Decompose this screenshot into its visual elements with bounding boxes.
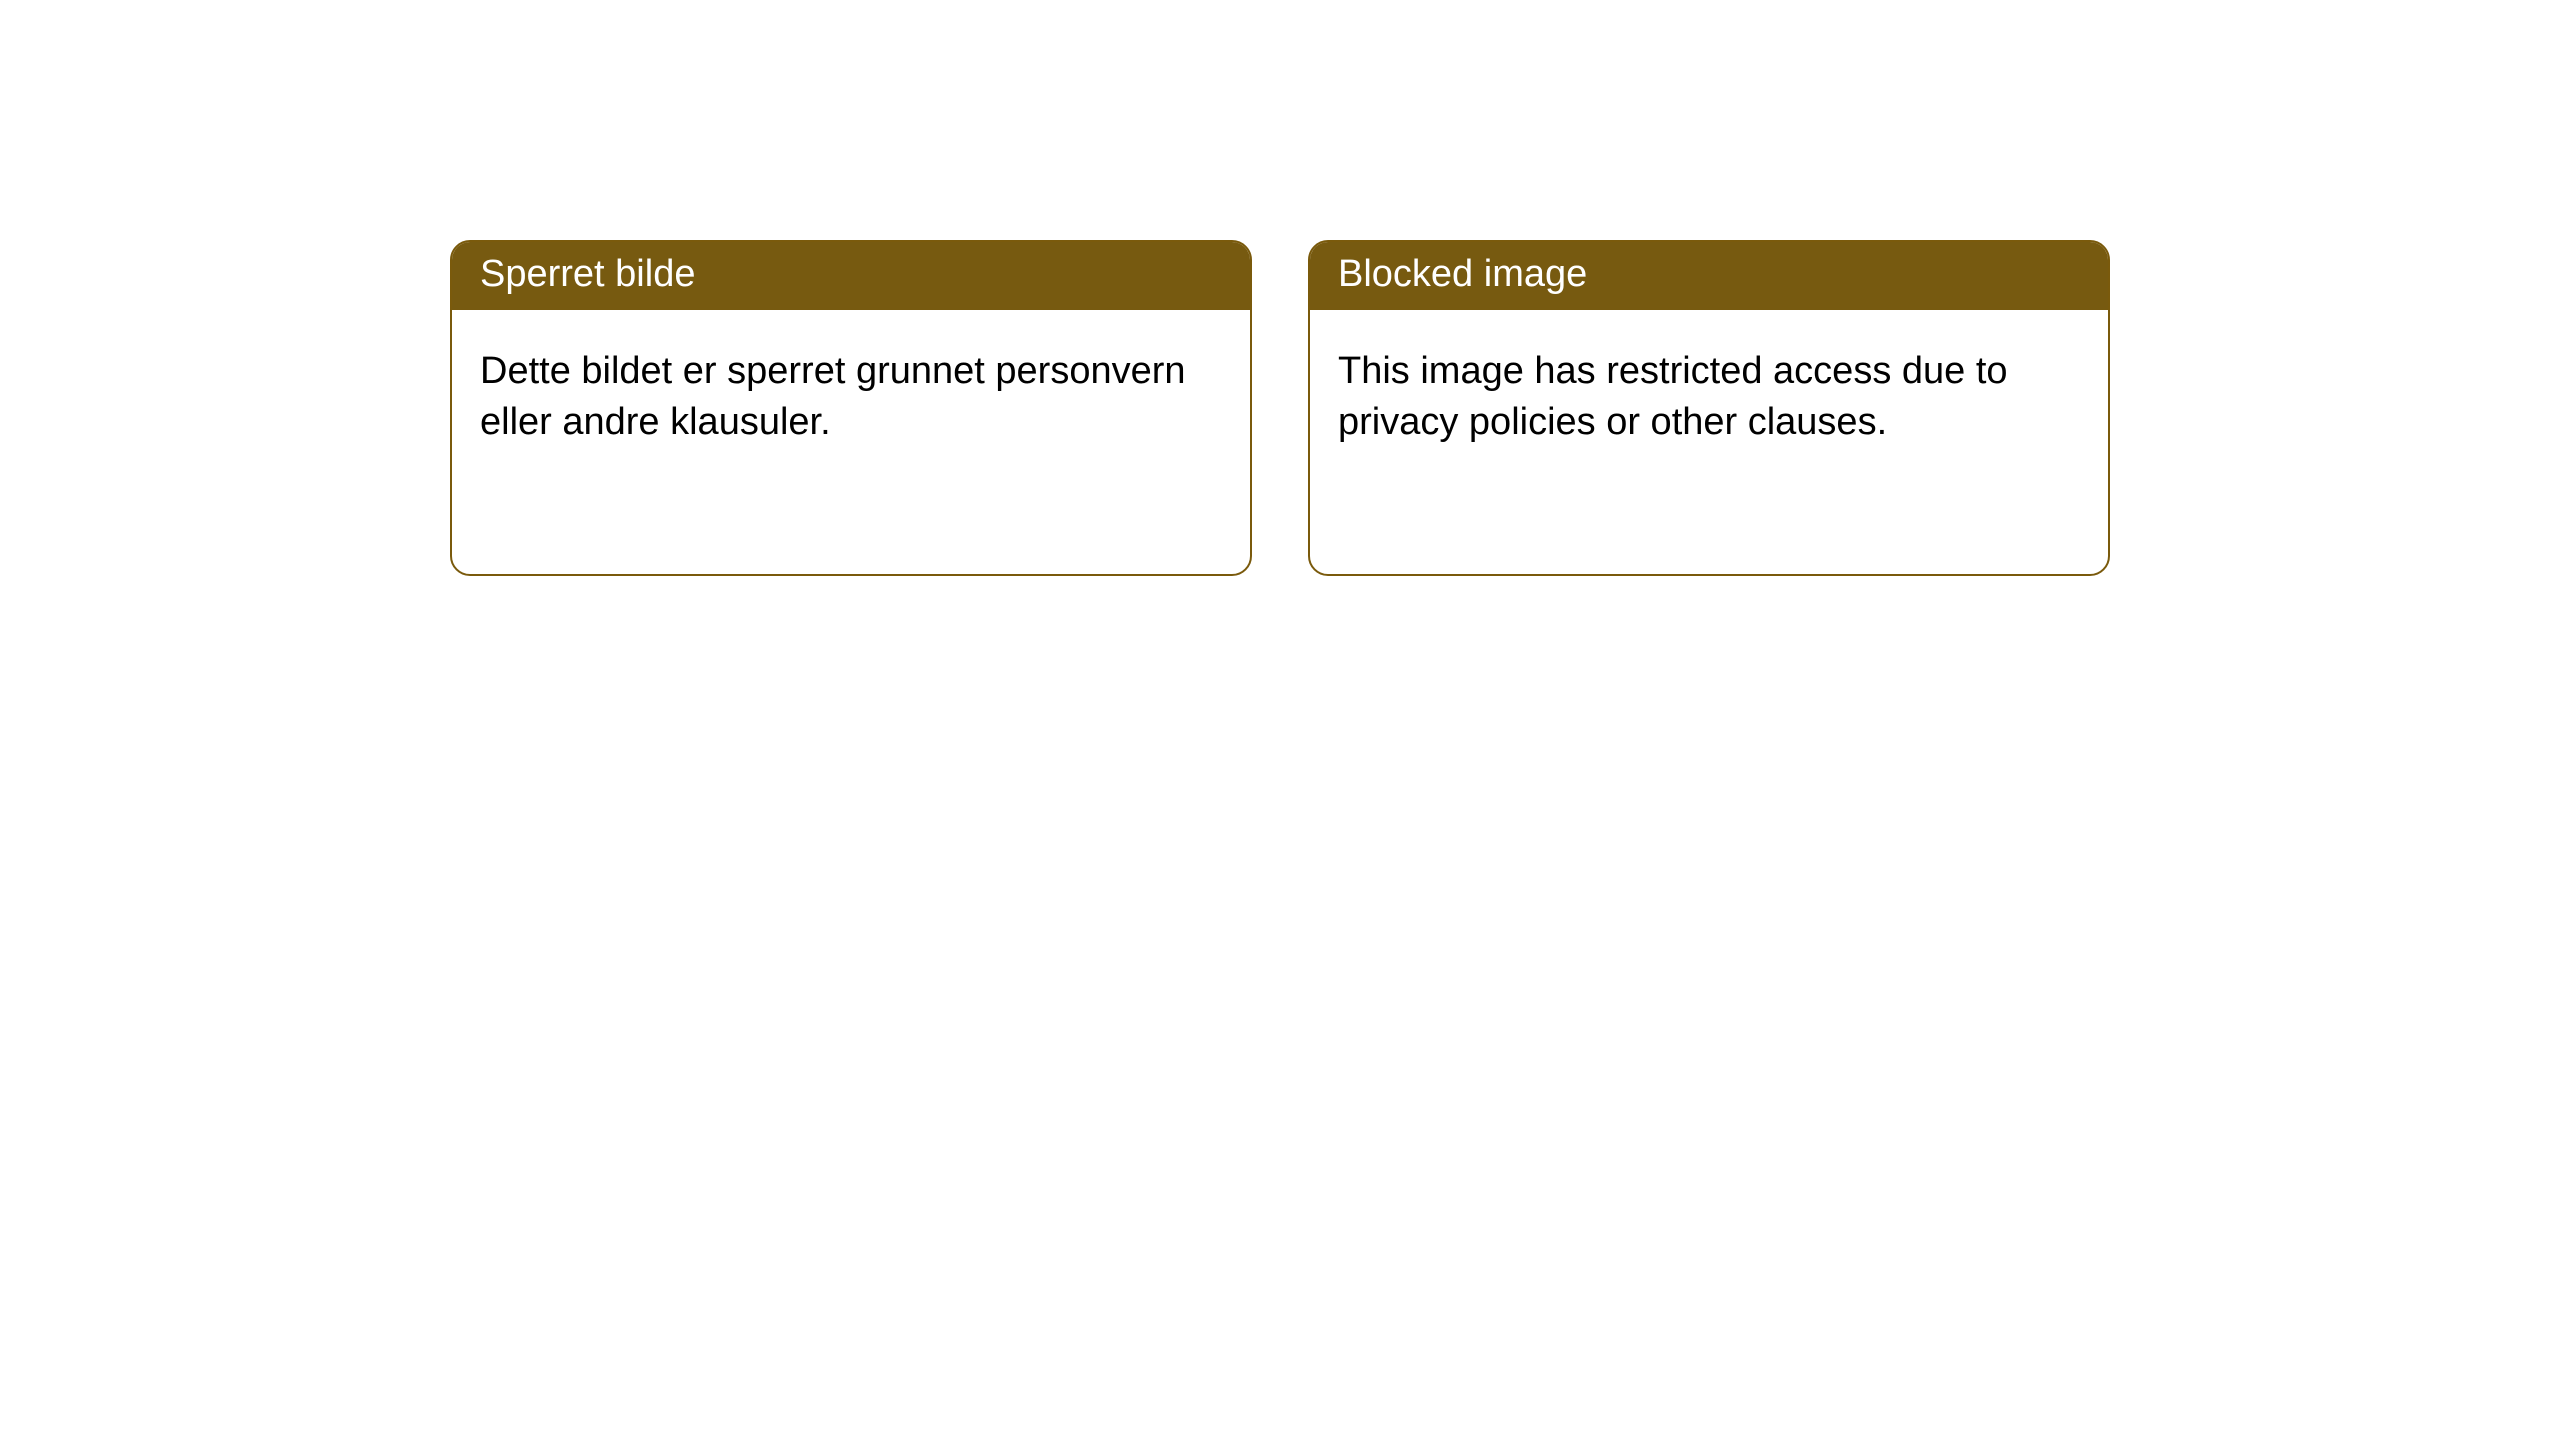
notice-card-body: Dette bildet er sperret grunnet personve… (452, 310, 1250, 485)
notice-card-body: This image has restricted access due to … (1310, 310, 2108, 485)
notice-cards-row: Sperret bilde Dette bildet er sperret gr… (0, 0, 2560, 576)
notice-card-title: Blocked image (1310, 242, 2108, 310)
notice-card-title: Sperret bilde (452, 242, 1250, 310)
notice-card-english: Blocked image This image has restricted … (1308, 240, 2110, 576)
notice-card-norwegian: Sperret bilde Dette bildet er sperret gr… (450, 240, 1252, 576)
